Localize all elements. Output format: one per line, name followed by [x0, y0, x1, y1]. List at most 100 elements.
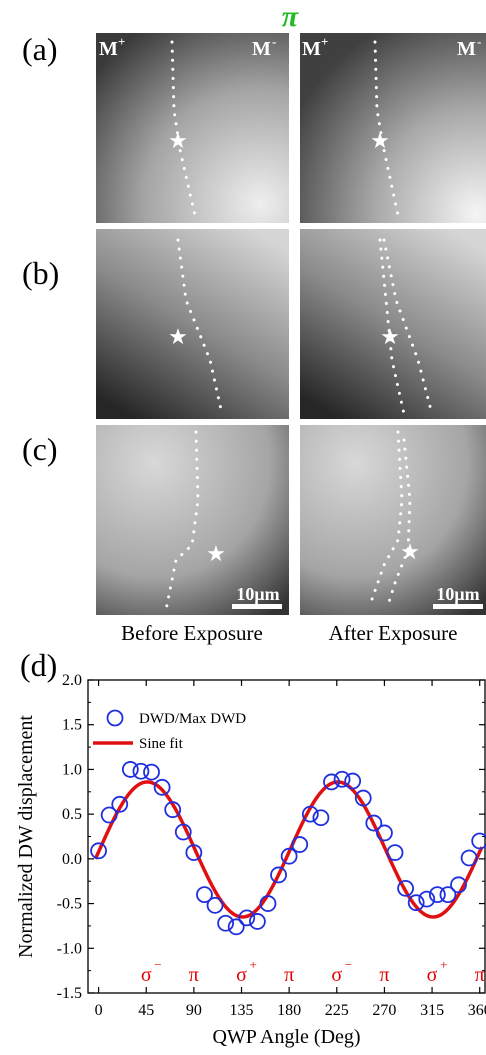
data-point — [386, 844, 404, 861]
data-point — [270, 866, 287, 884]
m-minus-sup: - — [477, 34, 481, 49]
y-tick-label: 1.0 — [62, 761, 82, 778]
x-tick-label: 90 — [186, 1002, 202, 1019]
data-point — [121, 761, 139, 778]
data-point — [185, 844, 203, 861]
data-point — [428, 886, 446, 904]
y-tick-label: -0.5 — [57, 896, 82, 913]
data-point — [407, 894, 425, 912]
data-point — [227, 918, 245, 936]
y-tick-label: 0.5 — [62, 806, 82, 823]
data-point — [450, 876, 467, 894]
m-plus-label: M — [302, 38, 321, 60]
y-tick-label: -1.0 — [57, 940, 82, 957]
caption-before-exposure: Before Exposure — [121, 621, 263, 645]
data-point — [111, 795, 129, 813]
scale-bar-label: 10μm — [236, 584, 279, 604]
micrograph-c-before: ★ 10μm — [96, 425, 289, 615]
star-marker: ★ — [380, 324, 400, 349]
micrograph-b-after: ★ — [300, 229, 486, 419]
data-point — [418, 890, 436, 908]
data-point — [217, 914, 235, 932]
data-point — [143, 763, 160, 781]
data-point — [344, 772, 362, 790]
domain-wall-dots — [373, 40, 401, 222]
y-tick-label: 0.0 — [62, 851, 82, 868]
panel-label-d: (d) — [20, 647, 57, 683]
data-point — [312, 809, 330, 827]
top-pi-label: π — [282, 0, 299, 33]
y-tick-label: 1.5 — [62, 717, 82, 734]
data-point — [471, 832, 486, 850]
scale-bar-label: 10μm — [436, 584, 479, 604]
panel-label-b: (b) — [22, 255, 59, 291]
data-point — [323, 773, 340, 791]
polarization-label: π — [189, 964, 199, 986]
y-tick-label: -1.5 — [57, 985, 82, 1002]
polarization-sup: − — [345, 957, 352, 972]
panel-label-a: (a) — [22, 31, 58, 67]
data-point — [376, 824, 393, 842]
star-marker: ★ — [400, 539, 420, 564]
data-point — [132, 762, 150, 780]
data-point — [90, 842, 107, 860]
x-tick-label: 45 — [138, 1002, 154, 1019]
y-axis-title: Normalized DW displacement — [15, 715, 37, 958]
data-point — [333, 770, 351, 788]
x-tick-label: 180 — [277, 1002, 301, 1019]
x-tick-label: 315 — [420, 1002, 444, 1019]
m-minus-sup: - — [272, 34, 276, 49]
data-point — [460, 849, 478, 867]
data-point — [206, 896, 224, 914]
data-point — [259, 895, 277, 912]
m-plus-sup: + — [321, 34, 328, 49]
data-point — [354, 789, 372, 807]
polarization-label: σ — [141, 964, 152, 986]
polarization-label: π — [475, 964, 485, 986]
dw-displacement-chart: 0 45 90 135 180 225 270 315 360 -1.5 -1.0 -0.5 0.0 0.… — [15, 672, 486, 1048]
data-point — [280, 847, 298, 865]
data-point — [439, 886, 457, 904]
panel-label-c: (c) — [22, 431, 58, 467]
x-tick-label: 135 — [230, 1002, 254, 1019]
legend-marker-points — [106, 709, 124, 727]
micrograph-b-before: ★ — [96, 229, 289, 419]
caption-after-exposure: After Exposure — [329, 621, 458, 645]
data-point — [164, 801, 182, 819]
scale-bar — [433, 604, 483, 609]
micrograph-a-before: ★ — [96, 33, 289, 223]
polarization-sup: + — [440, 957, 447, 972]
x-axis-title: QWP Angle (Deg) — [212, 1026, 360, 1048]
m-plus-label: M — [99, 38, 118, 60]
x-tick-label: 0 — [95, 1002, 103, 1019]
star-marker: ★ — [206, 541, 226, 566]
star-marker: ★ — [370, 128, 390, 153]
m-plus-sup: + — [118, 34, 125, 49]
polarization-label: π — [284, 964, 294, 986]
polarization-label: σ — [331, 964, 342, 986]
sine-fit-line — [93, 780, 484, 919]
legend-label-fit: Sine fit — [139, 736, 184, 752]
star-marker: ★ — [168, 324, 188, 349]
data-point — [301, 805, 319, 823]
x-tick-label: 225 — [325, 1002, 349, 1019]
micrograph-a-after: ★ — [300, 33, 486, 223]
micrograph-c-after: ★ 10μm — [300, 425, 486, 615]
legend-label-points: DWD/Max DWD — [139, 711, 246, 727]
domain-wall-dots — [368, 430, 404, 607]
domain-wall-dots — [386, 438, 412, 607]
star-marker: ★ — [168, 128, 188, 153]
data-point — [153, 778, 171, 796]
m-minus-label: M — [252, 38, 271, 60]
data-point — [365, 814, 383, 832]
domain-wall-dots — [164, 430, 200, 612]
polarization-label: π — [379, 964, 389, 986]
polarization-sup: − — [154, 957, 161, 972]
data-point — [238, 909, 256, 927]
x-tick-label: 360 — [468, 1002, 486, 1019]
polarization-label: σ — [427, 964, 438, 986]
x-tick-label: 270 — [372, 1002, 396, 1019]
domain-wall-dots — [170, 40, 198, 222]
data-point — [174, 823, 192, 841]
